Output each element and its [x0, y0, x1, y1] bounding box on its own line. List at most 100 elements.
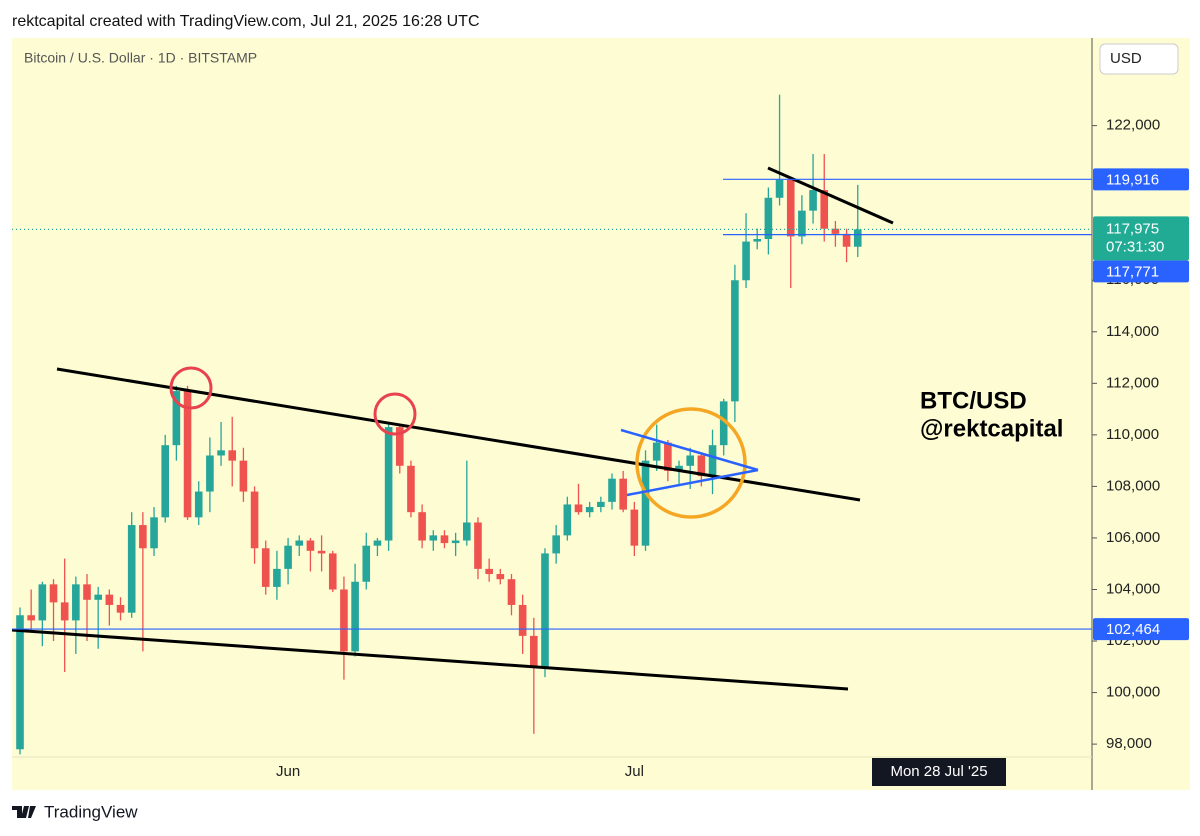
crosshair-box — [872, 758, 1006, 786]
price-label-box — [1093, 168, 1189, 191]
candle-body — [384, 427, 393, 541]
candle-body — [786, 179, 795, 237]
y-tick-label: 112,000 — [1106, 374, 1159, 391]
candle-body — [630, 509, 639, 546]
candle-body — [418, 512, 426, 541]
candle-body — [150, 517, 158, 549]
candle-body — [552, 535, 560, 554]
candle-body — [340, 589, 348, 652]
candle-body — [362, 545, 371, 582]
y-tick-label: 108,000 — [1106, 477, 1160, 494]
annotation: @rektcapital — [920, 415, 1063, 442]
candle-body — [351, 581, 359, 652]
candle-body — [831, 228, 840, 234]
candle-body — [463, 522, 471, 541]
candle-body — [563, 504, 572, 536]
candle-body — [719, 401, 728, 446]
candle-body — [284, 545, 292, 569]
candle-body — [742, 241, 750, 281]
price-label-box — [1093, 618, 1189, 641]
candle-body — [608, 478, 616, 502]
y-tick-label: 100,000 — [1106, 684, 1160, 701]
candle-body — [507, 579, 516, 605]
candle-body — [585, 507, 594, 513]
candle-body — [172, 391, 181, 446]
highlight-circle — [635, 407, 747, 519]
logo-icon — [12, 806, 36, 818]
footer-logo: TradingView — [12, 802, 138, 821]
drawings: BTC/USD @rektcapital — [11, 166, 1063, 691]
chart-background — [12, 38, 1190, 790]
candle-body — [485, 568, 493, 575]
annotation: BTC/USD — [920, 387, 1027, 414]
candle-body — [72, 584, 80, 621]
candle-body — [708, 445, 717, 477]
currency-label[interactable]: USD — [1110, 50, 1142, 67]
candle-body — [652, 442, 661, 461]
candle-body — [228, 450, 237, 461]
candle-body — [239, 460, 248, 492]
candle-body — [686, 455, 694, 466]
currency-button[interactable] — [1099, 43, 1179, 75]
price-label-box — [1093, 260, 1189, 283]
candle-body — [764, 197, 773, 240]
candle-body — [407, 465, 415, 513]
last-price-box — [1093, 216, 1189, 261]
candle-body — [295, 540, 304, 546]
candle-body — [429, 535, 438, 541]
crosshair-label: Mon 28 Jul '25 — [890, 763, 987, 780]
footer-text: TradingView — [44, 802, 138, 821]
trend-line — [11, 628, 849, 691]
candle-body — [306, 540, 315, 551]
candle-body — [619, 478, 627, 510]
header: rektcapital created with TradingView.com… — [12, 13, 480, 30]
candle-body — [16, 615, 24, 750]
candle-body — [731, 280, 739, 402]
candle-body — [161, 445, 170, 518]
candle-body — [27, 615, 35, 621]
candle-body — [273, 568, 281, 587]
price-label: 102,464 — [1106, 621, 1160, 638]
pattern-line — [620, 428, 759, 472]
candle-body — [775, 179, 784, 198]
candle-body — [206, 455, 214, 492]
highlight-circle — [373, 392, 417, 436]
candle-body — [574, 504, 583, 513]
candle-body — [127, 525, 136, 613]
candle-body — [217, 450, 225, 456]
candle-body — [853, 229, 862, 247]
x-tick-label: Jun — [276, 763, 300, 780]
candle-body — [261, 548, 270, 587]
y-tick-label: 98,000 — [1106, 735, 1152, 752]
candle-body — [597, 501, 605, 508]
x-tick-label: Jul — [625, 763, 644, 780]
candle-body — [105, 594, 114, 605]
candle-body — [139, 525, 147, 549]
candle-body — [664, 442, 672, 471]
candle-body — [83, 584, 91, 600]
trend-line — [767, 166, 894, 225]
candle-body — [38, 584, 47, 621]
chart-title: Bitcoin / U.S. Dollar · 1D · BITSTAMP — [24, 50, 257, 66]
candle-body — [317, 550, 326, 554]
pattern-line — [626, 468, 759, 497]
price-label: 117,771 — [1106, 263, 1159, 280]
candle-body — [753, 239, 762, 242]
candle-body — [94, 594, 102, 600]
price-label: 119,916 — [1106, 171, 1159, 188]
y-tick-label: 104,000 — [1106, 580, 1160, 597]
last-price-label: 117,975 — [1106, 220, 1159, 237]
candle-body — [820, 190, 829, 229]
y-tick-label: 114,000 — [1106, 323, 1159, 340]
candle-body — [798, 210, 806, 237]
candle-body — [809, 190, 817, 211]
candle-body — [496, 574, 505, 580]
candle-body — [60, 602, 69, 621]
candle-body — [518, 604, 527, 636]
countdown-label: 07:31:30 — [1106, 238, 1164, 255]
y-tick-label: 110,000 — [1106, 426, 1159, 443]
trend-line — [56, 367, 861, 502]
candle-body — [697, 455, 706, 477]
candle-body — [250, 491, 259, 549]
